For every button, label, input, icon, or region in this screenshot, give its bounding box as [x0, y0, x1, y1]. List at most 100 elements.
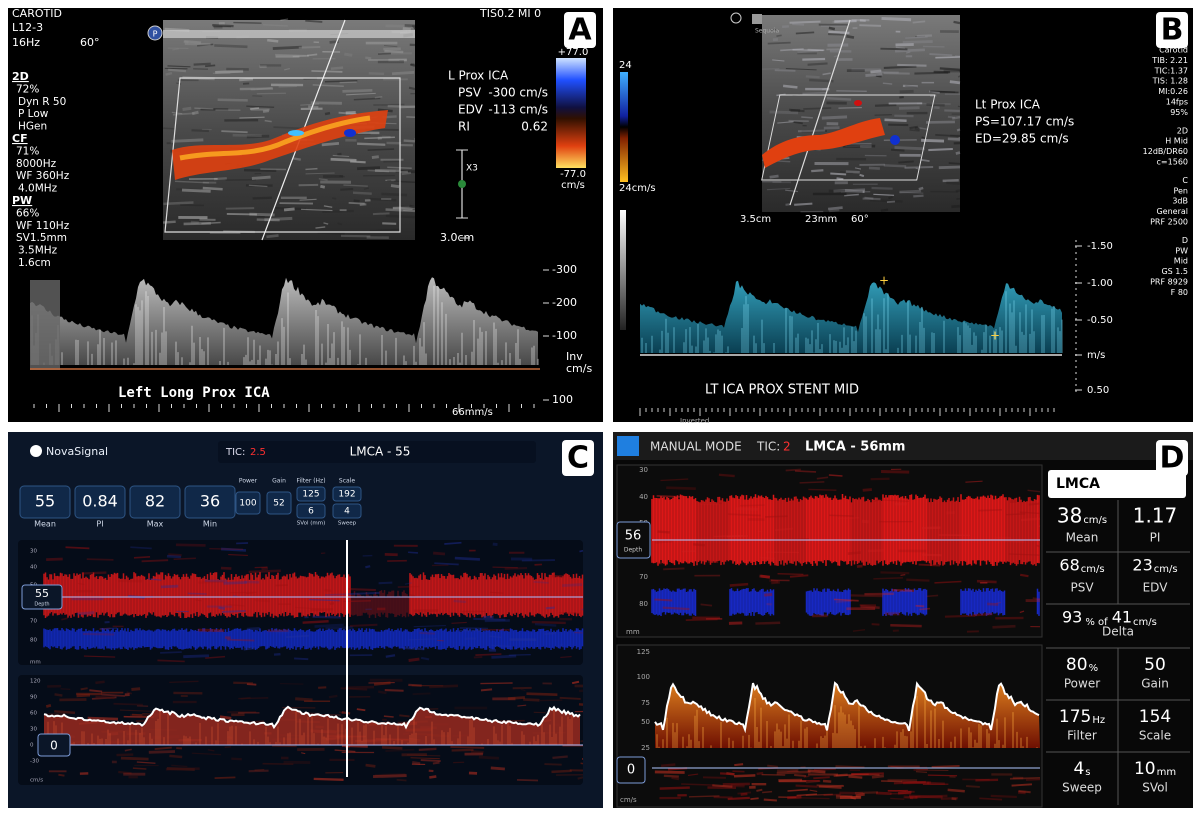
axis-label: -0.50 — [1087, 315, 1113, 326]
bmode-speckle — [774, 69, 796, 72]
color-scale-min: -77.0 — [560, 169, 586, 180]
mmode-noise — [183, 654, 210, 659]
color-flow-blue — [344, 129, 356, 137]
mmode-noise — [385, 654, 396, 658]
bmode-speckle — [348, 201, 365, 205]
bmode-speckle — [339, 80, 357, 84]
spectrum-noise — [80, 687, 88, 691]
metric-label: Filter — [1067, 729, 1097, 743]
mmode-noise — [218, 606, 226, 610]
mmode-noise — [915, 604, 925, 608]
settings-item: TIB: 2.21 — [1151, 56, 1188, 65]
mmode-noise — [906, 578, 930, 582]
mmode-noise — [314, 623, 344, 628]
bmode-speckle — [357, 166, 381, 171]
bmode-speckle — [905, 51, 911, 54]
bmode-speckle — [828, 33, 847, 36]
mmode-noise — [141, 559, 169, 563]
bmode-speckle — [215, 69, 244, 74]
bmode-speckle — [769, 29, 779, 31]
spectrum-noise — [246, 683, 257, 686]
spectrum-noise — [688, 795, 720, 798]
metric-label: Mean — [34, 520, 56, 529]
spectrum-noise — [480, 682, 513, 685]
axis-label: -200 — [552, 296, 577, 309]
spectrum-noise — [990, 794, 1017, 799]
bmode-speckle — [369, 197, 397, 202]
bmode-speckle — [365, 56, 372, 60]
bmode-speckle — [371, 155, 379, 159]
mmode-noise — [489, 591, 504, 594]
mmode-noise — [765, 515, 788, 518]
measurement: Lt Prox ICA — [975, 98, 1041, 112]
mmode-noise — [245, 592, 254, 595]
spectrum-noise — [794, 774, 807, 777]
bmode-speckle — [284, 67, 290, 71]
bmode-speckle — [956, 128, 961, 132]
bmode-speckle — [252, 196, 273, 200]
axis-label: cm/s — [30, 778, 43, 784]
mmode-noise — [1019, 610, 1025, 614]
delta-unit: cm/s — [1133, 617, 1157, 628]
metric-value: 80 — [1066, 655, 1088, 675]
bmode-speckle — [239, 87, 274, 91]
spectrum-noise — [854, 791, 879, 795]
mmode-noise — [835, 600, 852, 603]
control-label: Scale — [339, 478, 355, 485]
mmode-noise — [759, 556, 776, 560]
bmode-speckle — [298, 46, 321, 49]
spectrum-noise — [131, 713, 143, 716]
spectrum-noise — [818, 785, 842, 789]
bmode-speckle — [809, 78, 834, 83]
panel-label-box — [562, 440, 594, 476]
spectrum-noise — [412, 692, 431, 696]
bmode-speckle — [951, 115, 961, 120]
spectrum-noise — [410, 757, 440, 760]
spectrum-noise — [219, 715, 232, 720]
mmode-noise — [769, 578, 779, 583]
spectrum-noise — [507, 696, 526, 700]
bmode-speckle — [916, 102, 951, 105]
axis-label: 50 — [641, 718, 650, 726]
bmode-speckle — [315, 226, 326, 229]
mmode-noise — [86, 558, 114, 561]
bmode-speckle — [305, 19, 323, 23]
image-label: 3.5cm — [740, 214, 771, 225]
tic-value: 2 — [783, 440, 791, 454]
bmode-speckle — [792, 49, 824, 52]
spectrum-noise — [809, 789, 818, 792]
metric-value: 0.84 — [82, 492, 118, 511]
bmode-speckle — [410, 63, 416, 67]
spectrum-noise — [887, 789, 915, 793]
metric-box — [184, 485, 236, 519]
mode: MANUAL MODE — [650, 440, 742, 454]
bmode-speckle — [343, 184, 368, 187]
spectrum-noise — [520, 688, 526, 692]
spectrum-noise — [365, 763, 376, 768]
logo-mark — [752, 14, 762, 24]
sweep-speed: 66mm/s — [452, 407, 493, 418]
spectrum-noise — [45, 704, 52, 708]
settings-item: General — [1156, 207, 1188, 216]
spectrum-noise — [120, 756, 149, 761]
mmode-noise — [557, 643, 564, 648]
mmode-noise — [534, 622, 557, 627]
bmode-speckle — [369, 228, 401, 232]
bmode-speckle — [898, 160, 914, 164]
spectrum-noise — [787, 788, 808, 792]
axis-label: 70 — [30, 619, 37, 625]
mmode-noise — [343, 600, 372, 603]
bmode-speckle — [953, 20, 961, 25]
metric-label: Max — [147, 520, 164, 529]
mmode-noise — [99, 627, 111, 631]
spectrum-noise — [119, 709, 154, 712]
bmode-speckle — [310, 101, 342, 105]
dropdown[interactable] — [1048, 470, 1186, 498]
bmode-speckle — [913, 194, 924, 198]
bmode-speckle — [248, 184, 268, 188]
bmode-speckle — [163, 127, 175, 130]
metric-value: 36 — [200, 492, 220, 511]
color-flow-blue — [288, 130, 304, 136]
mmode-noise — [420, 656, 430, 661]
panel-label: D — [1160, 441, 1185, 476]
